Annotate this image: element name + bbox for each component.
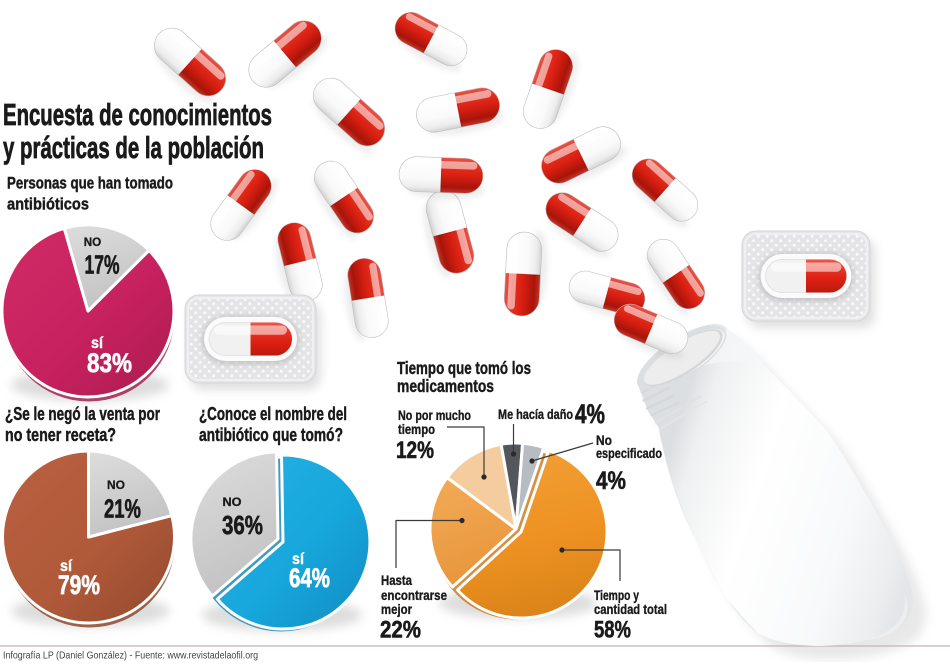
svg-text:4%: 4%	[575, 399, 605, 429]
svg-text:22%: 22%	[380, 617, 421, 644]
svg-text:NO: NO	[223, 495, 242, 509]
svg-text:tiempo: tiempo	[398, 421, 435, 437]
svg-text:36%: 36%	[222, 510, 263, 540]
svg-text:medicamentos: medicamentos	[397, 376, 494, 396]
svg-text:64%: 64%	[289, 563, 330, 593]
svg-text:Encuesta de conocimientos: Encuesta de conocimientos	[3, 97, 272, 132]
svg-text:y prácticas de la población: y prácticas de la población	[3, 130, 264, 165]
svg-text:cantidad total: cantidad total	[594, 601, 667, 617]
svg-text:no tener receta?: no tener receta?	[5, 425, 116, 445]
svg-text:NO: NO	[107, 478, 125, 492]
svg-text:Hasta: Hasta	[381, 572, 412, 588]
svg-text:¿Conoce el nombre del: ¿Conoce el nombre del	[199, 404, 347, 424]
svg-text:58%: 58%	[594, 617, 631, 644]
svg-text:antibiótico que tomó?: antibiótico que tomó?	[199, 425, 343, 445]
svg-text:antibióticos: antibióticos	[7, 195, 89, 214]
svg-text:¿Se le negó la venta por: ¿Se le negó la venta por	[5, 404, 160, 424]
svg-text:sí: sí	[60, 558, 72, 575]
svg-text:79%: 79%	[58, 570, 100, 600]
svg-text:encontrarse: encontrarse	[381, 587, 447, 603]
svg-text:83%: 83%	[87, 348, 132, 378]
svg-text:17%: 17%	[85, 250, 120, 280]
svg-text:No: No	[596, 432, 612, 448]
svg-text:4%: 4%	[596, 467, 626, 495]
svg-text:sí: sí	[292, 551, 304, 568]
svg-text:mejor: mejor	[381, 601, 412, 617]
svg-text:Infografía LP (Daniel González: Infografía LP (Daniel González) - Fuente…	[3, 651, 258, 662]
svg-text:No por mucho: No por mucho	[398, 407, 471, 423]
svg-text:especificado: especificado	[596, 445, 662, 461]
svg-text:12%: 12%	[396, 437, 434, 464]
svg-text:sí: sí	[91, 335, 103, 352]
svg-text:Me hacía daño: Me hacía daño	[498, 406, 573, 422]
svg-text:Tiempo que tomó los: Tiempo que tomó los	[397, 358, 531, 378]
svg-text:21%: 21%	[104, 494, 141, 524]
svg-text:Tiempo y: Tiempo y	[594, 587, 639, 603]
svg-text:Personas que han tomado: Personas que han tomado	[7, 174, 173, 193]
svg-text:NO: NO	[84, 235, 102, 249]
